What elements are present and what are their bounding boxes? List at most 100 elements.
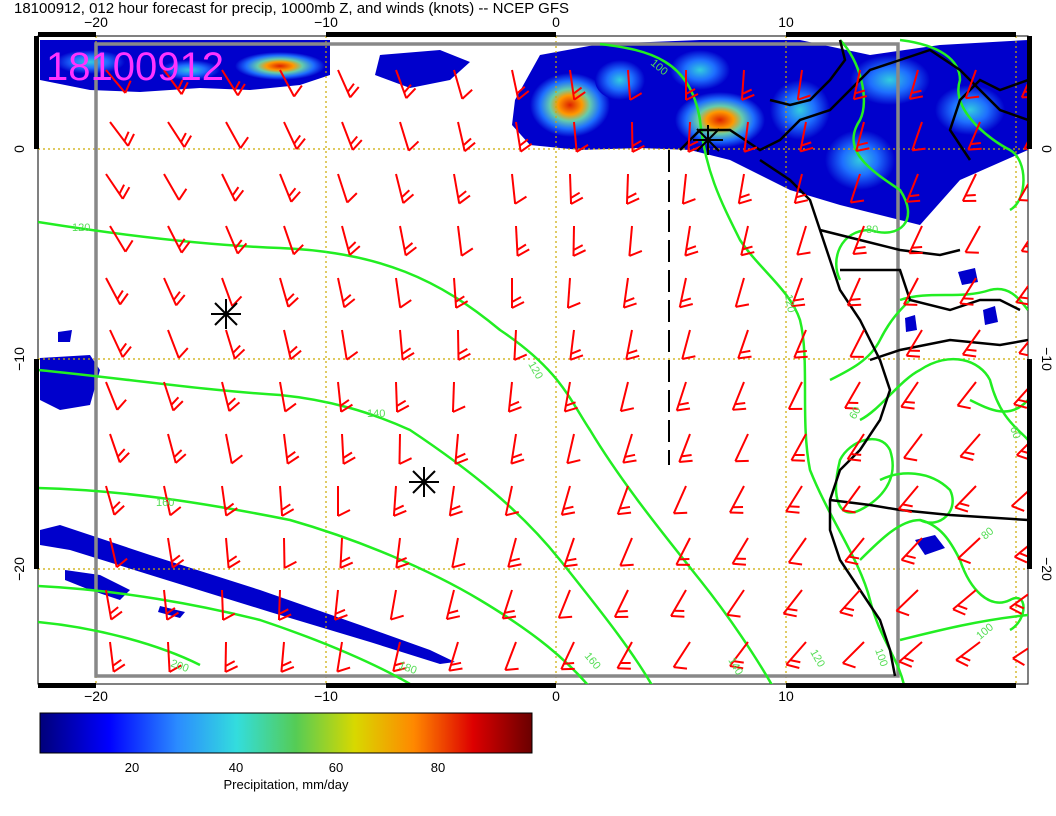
wind-barb (513, 329, 528, 361)
wind-barb (839, 589, 861, 617)
wind-barb (737, 329, 752, 360)
wind-barb (395, 173, 415, 204)
wind-barb (905, 329, 923, 358)
wind-barb (221, 589, 236, 621)
wind-barb (842, 641, 865, 669)
contour-label: 140 (367, 408, 385, 420)
wind-barb (956, 381, 977, 410)
wind-barb (613, 589, 629, 618)
map-title: 18100912, 012 hour forecast for precip, … (14, 0, 569, 17)
coastlines (679, 39, 1028, 677)
wind-barb (734, 277, 750, 308)
wind-barb (279, 485, 295, 517)
wind-barb (790, 433, 807, 462)
wind-barb (619, 381, 635, 413)
wind-barb (740, 69, 755, 101)
wind-barb (961, 329, 981, 358)
contour-label: 180 (397, 660, 418, 678)
contour-label: 60 (847, 405, 864, 422)
wind-barb (785, 641, 807, 669)
wind-barb (955, 641, 981, 667)
wind-barb (224, 641, 239, 673)
wind-barb (333, 589, 348, 621)
wind-barb (849, 173, 865, 204)
wind-barb (743, 121, 758, 153)
wind-barb (560, 641, 575, 671)
domain-frame (94, 42, 900, 678)
wind-barb (1013, 381, 1028, 409)
wind-barb (336, 641, 351, 673)
wind-barb (283, 121, 306, 150)
wind-barb (337, 486, 351, 517)
wind-barb (167, 537, 185, 569)
wind-barb (283, 433, 300, 465)
wind-barb (163, 173, 188, 201)
colorbar-tick: 80 (431, 760, 445, 775)
wind-barb (167, 121, 192, 148)
wind-barb (569, 329, 584, 361)
wind-barb (687, 121, 702, 153)
wind-barb (1011, 485, 1028, 512)
wind-barb (1018, 173, 1028, 202)
contour-label: 120 (72, 222, 90, 234)
wind-barb (844, 537, 865, 566)
wind-barb (511, 173, 527, 205)
wind-barb (952, 589, 977, 616)
wind-barb (961, 173, 977, 202)
wind-barb (675, 381, 691, 412)
lat-tick-label: −10 (11, 347, 27, 371)
wind-barb (511, 278, 525, 309)
wind-barb (731, 537, 749, 566)
wind-barb (337, 69, 360, 99)
wind-barb (619, 537, 634, 567)
wind-barb (787, 381, 803, 410)
wind-barb (1020, 225, 1028, 254)
wind-barb (341, 433, 356, 465)
top-lon-labels: −20 −10 0 10 (84, 14, 794, 30)
wind-barb (448, 641, 463, 672)
storm-marker (409, 467, 439, 497)
wind-barb (279, 381, 297, 413)
wind-barb (225, 225, 248, 255)
wind-barb (729, 485, 745, 514)
wind-barb (1015, 277, 1028, 306)
wind-barb (507, 537, 522, 568)
wind-barb (109, 537, 128, 569)
axis-tick-bars (34, 32, 1032, 688)
wind-barb (681, 173, 696, 205)
wind-barb (399, 225, 417, 257)
wind-barb (846, 277, 862, 307)
wind-barb (903, 277, 919, 306)
wind-barb (395, 69, 417, 99)
wind-barb (566, 433, 581, 465)
wind-barb (507, 381, 522, 413)
wind-barb (852, 69, 867, 101)
wind-barb (445, 589, 461, 621)
wind-barb (785, 485, 803, 514)
wind-barb (337, 277, 356, 309)
wind-barb (678, 433, 693, 464)
colorbar-tick: 40 (229, 760, 243, 775)
wind-barb (163, 277, 186, 307)
wind-barb (163, 485, 182, 517)
right-lat-labels: 0 −10 −20 (1039, 145, 1055, 581)
wind-barb (790, 277, 806, 308)
wind-barb (221, 485, 238, 517)
wind-barb (681, 329, 696, 360)
wind-barb (283, 329, 302, 361)
wind-barb (573, 121, 589, 153)
wind-barb (453, 277, 469, 309)
lat-tick-label: −20 (1039, 557, 1055, 581)
wind-barb (900, 537, 923, 565)
wind-barb (163, 69, 189, 95)
contour-label: 80 (866, 224, 878, 236)
wind-barb (389, 589, 404, 621)
wind-barb (280, 641, 295, 673)
wind-barb (572, 225, 587, 257)
wind-barb (283, 537, 297, 569)
wind-barb (279, 69, 303, 98)
wind-barb (105, 589, 123, 621)
wind-barb (109, 225, 134, 253)
wind-barb (454, 433, 469, 465)
wind-barb (670, 589, 687, 618)
